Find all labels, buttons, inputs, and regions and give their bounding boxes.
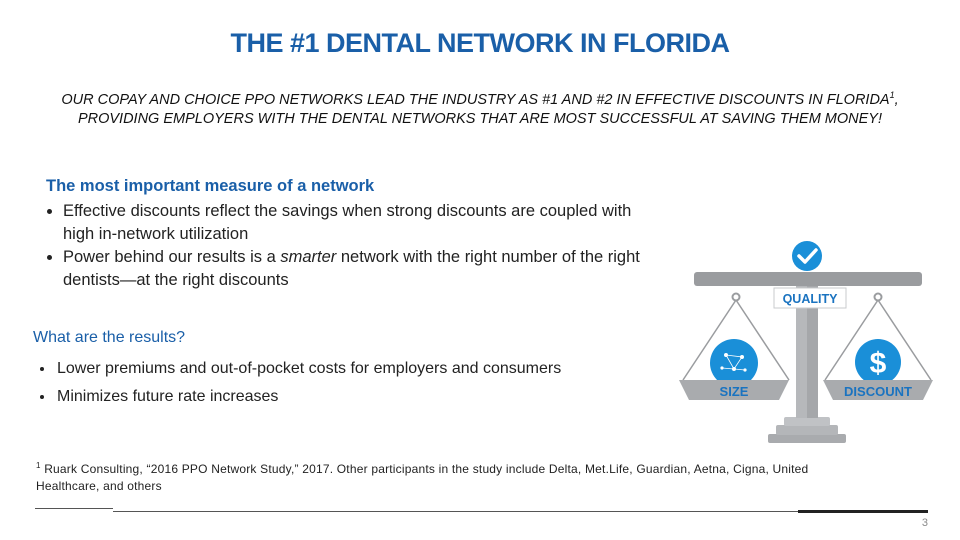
scale-base-middle [776,425,838,435]
footer-divider-left [35,508,113,509]
left-pan [679,380,789,400]
dollar-badge-icon [855,339,901,385]
measure-bullet-2-emphasis: smarter [280,248,337,266]
page-number: 3 [921,517,928,529]
check-badge-icon [792,241,822,271]
right-string-1 [824,299,879,381]
globe-network-icon [710,339,758,387]
footnote: 1 Ruark Consulting, “2016 PPO Network St… [36,457,866,495]
measure-bullet-1: Effective discounts reflect the savings … [63,200,646,246]
globe-links [721,354,746,371]
right-string-2 [877,299,932,381]
subtitle-part-1: OUR COPAY AND CHOICE PPO NETWORKS LEAD T… [61,91,890,108]
scale-base-top [784,417,830,426]
dollar-sign-icon: $ [870,347,887,380]
results-bullet-2: Minimizes future rate increases [55,383,653,411]
globe-node [720,366,724,370]
measure-section: The most important measure of a network … [46,177,646,292]
measure-bullet-2-start: Power behind our results is a [63,248,281,266]
balance-scale-icon: SIZE $ DISCOUNT QUALITY [679,241,933,443]
left-hook [731,292,741,302]
scale-pillar-shade [807,282,818,418]
results-bullet-list: Lower premiums and out-of-pocket costs f… [33,355,653,411]
discount-label: DISCOUNT [844,384,912,399]
right-hook [873,292,883,302]
measure-heading: The most important measure of a network [46,177,375,195]
results-heading: What are the results? [33,329,186,346]
footnote-marker: 1 [36,461,41,470]
measure-bullet-2: Power behind our results is a smarter ne… [63,246,646,292]
right-pan [823,380,933,400]
subtitle-part-2: , PROVIDING EMPLOYERS WITH THE DENTAL NE… [77,91,899,127]
results-section: What are the results? Lower premiums and… [33,329,653,411]
quality-tag [773,287,847,309]
footer-divider-middle [113,511,798,512]
quality-label: QUALITY [783,292,839,306]
left-string-2 [735,299,790,381]
size-label: SIZE [720,384,749,399]
footer-divider-right [798,510,928,513]
footnote-text: Ruark Consulting, “2016 PPO Network Stud… [36,462,809,493]
page-title: THE #1 DENTAL NETWORK IN FLORIDA [230,28,730,58]
page-subtitle: OUR COPAY AND CHOICE PPO NETWORKS LEAD T… [30,86,930,129]
scale-beam [694,272,922,286]
measure-bullet-list: Effective discounts reflect the savings … [46,200,646,292]
left-string-1 [682,299,737,381]
scale-base-bottom [768,434,846,443]
measure-bullet-2-end: network with the right number of the rig… [63,248,640,289]
results-bullet-1: Lower premiums and out-of-pocket costs f… [55,355,653,383]
subtitle-footnote-marker: 1 [889,90,895,100]
check-mark-icon [797,248,818,264]
